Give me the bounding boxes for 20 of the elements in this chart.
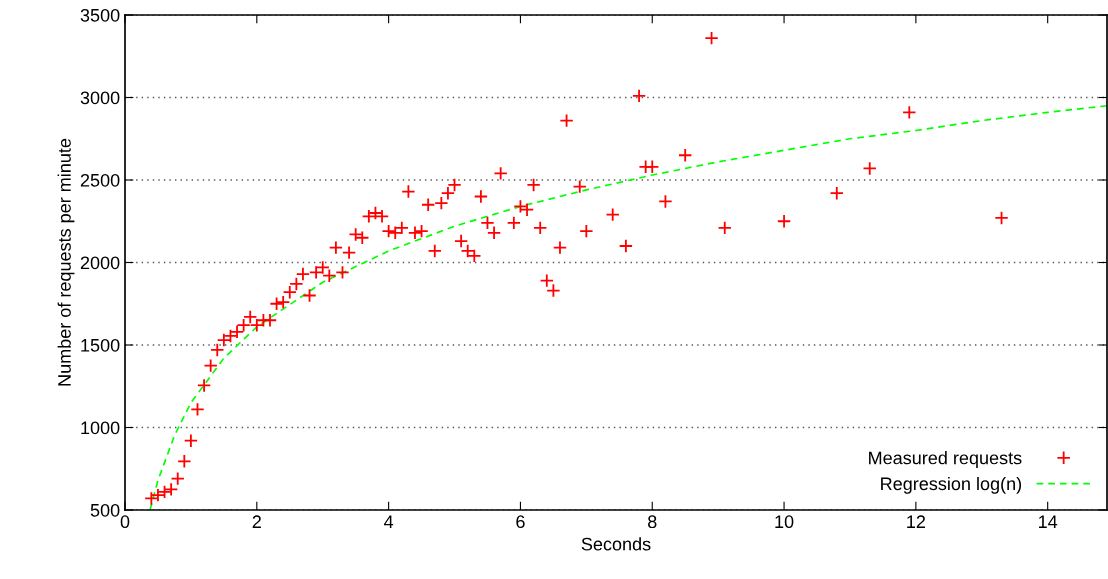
- y-tick-label: 1500: [81, 338, 120, 352]
- x-tick-label: 6: [516, 515, 525, 529]
- y-axis-title: Number of requests per minute: [57, 138, 75, 386]
- x-tick-label: 2: [252, 515, 261, 528]
- legend-label: Measured requests: [869, 451, 1022, 468]
- x-tick-label: 0: [120, 515, 130, 529]
- y-tick-label: 3000: [80, 91, 120, 105]
- y-tick-label: 2000: [80, 256, 120, 270]
- line-series: [149, 104, 1107, 510]
- y-tick-label: 500: [90, 503, 120, 517]
- y-tick-label: 2500: [80, 173, 120, 187]
- x-tick-label: 4: [384, 515, 394, 528]
- legend-label: Regression log(n): [881, 476, 1022, 494]
- y-tick-label: 1000: [81, 421, 120, 435]
- x-tick-label: 12: [907, 515, 926, 528]
- x-tick-label: 10: [775, 515, 794, 529]
- x-tick-label: 8: [648, 515, 657, 529]
- y-tick-label: 3500: [80, 8, 120, 22]
- x-axis-title: Seconds: [581, 537, 651, 551]
- x-tick-label: 14: [1039, 515, 1058, 528]
